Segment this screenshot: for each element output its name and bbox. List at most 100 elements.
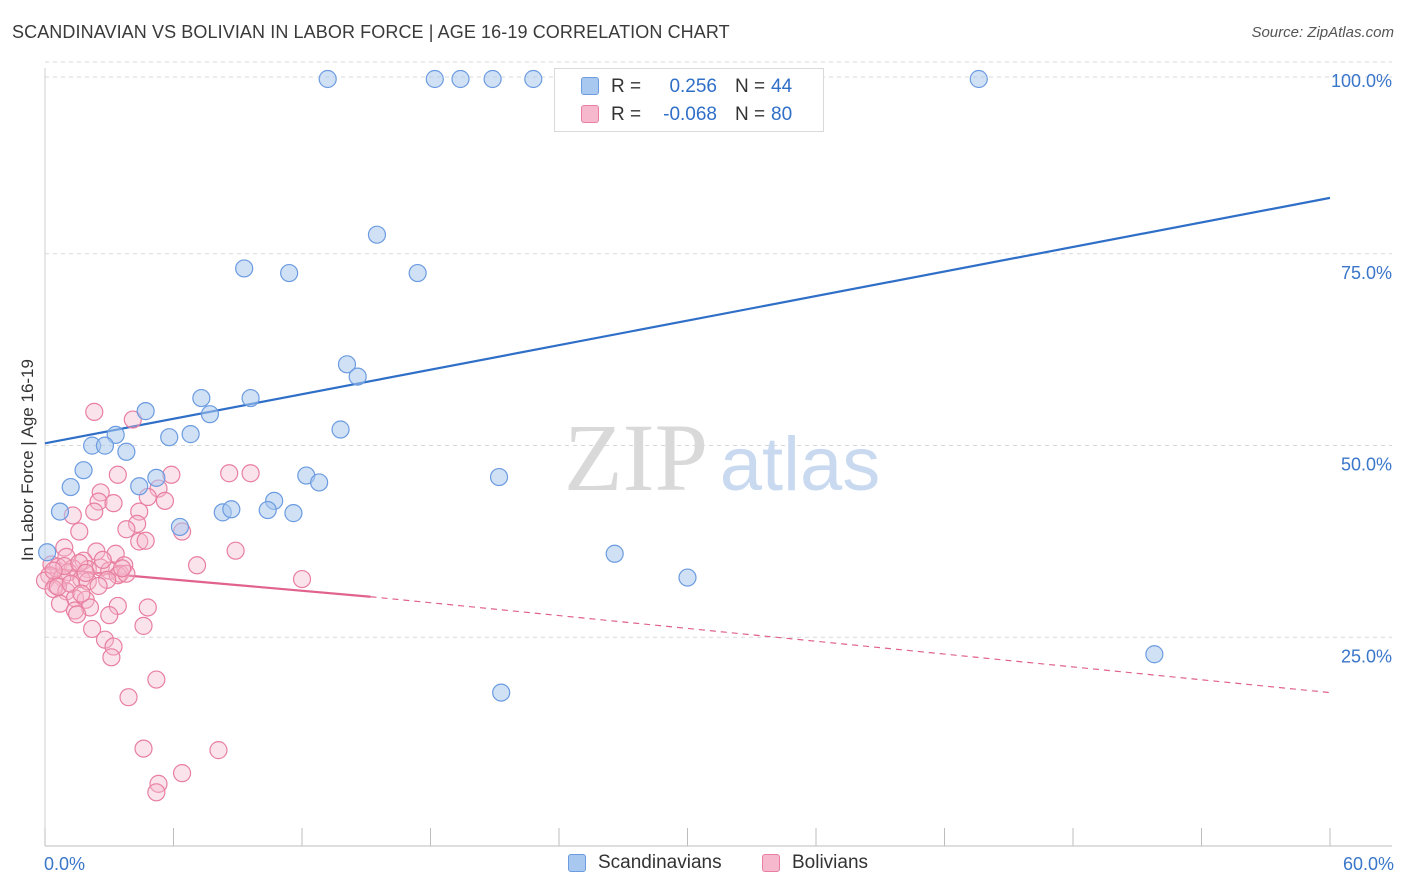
scandinavian-point [222, 500, 241, 519]
bolivian-point [209, 741, 228, 760]
bolivian-point [83, 619, 102, 639]
r-label: R = [611, 104, 642, 125]
bolivians-swatch [581, 105, 599, 123]
scandinavian-point [117, 442, 136, 461]
scandinavian-point [170, 517, 190, 537]
bolivian-point [292, 569, 312, 589]
watermark-zip: ZIP [564, 404, 708, 511]
scandinavian-point [318, 69, 337, 89]
scandinavian-point [284, 504, 303, 523]
y-tick-label: 25.0% [1341, 646, 1392, 666]
bolivian-point [136, 531, 155, 550]
bolivian-point [89, 492, 108, 511]
scandinavian-point [160, 428, 179, 447]
bolivian-point [123, 410, 142, 429]
n-label: N = [735, 104, 766, 125]
bolivian-point [55, 556, 74, 576]
tick-labels: 25.0% 50.0% 75.0% 100.0% 0.0% 60.0% [44, 71, 1394, 874]
scandinavian-point [192, 388, 211, 408]
bolivian-point [44, 561, 63, 580]
bolivian-point [226, 541, 245, 560]
n-value: 80 [771, 104, 793, 125]
scandinavian-point [38, 543, 57, 562]
scandinavian-point [483, 69, 502, 89]
scandinavian-point [367, 225, 387, 244]
scandinavian-point [337, 355, 357, 374]
bolivian-point [172, 764, 192, 783]
r-value: 0.256 [669, 76, 717, 97]
bolivian-point [117, 520, 136, 539]
scandinavians-swatch [581, 77, 599, 95]
scandinavian-point [280, 263, 299, 283]
bolivian-point [162, 465, 181, 484]
chart-title: SCANDINAVIAN VS BOLIVIAN IN LABOR FORCE … [12, 22, 730, 42]
scandinavian-point [235, 259, 254, 278]
scandinavian-point [408, 263, 427, 283]
trend-lines [44, 196, 1331, 694]
scandinavian-point [1145, 645, 1164, 664]
stats-row-bolivians: R = -0.068 N = 80 [555, 99, 823, 129]
scandinavian-point [524, 69, 543, 89]
bolivian-point [104, 494, 123, 513]
gridlines [45, 61, 1392, 638]
scandinavian-point [605, 544, 624, 563]
scandinavian-point [95, 436, 115, 455]
bolivian-point [102, 648, 121, 667]
bolivian-point [104, 637, 123, 656]
scandinavian-point [348, 367, 367, 386]
x-tick-label: 0.0% [44, 854, 85, 874]
bolivian-point [127, 514, 147, 533]
axes [44, 68, 1392, 847]
bolivian-point [112, 559, 132, 578]
bolivian-point [72, 584, 91, 603]
scandinavian-point [241, 388, 260, 408]
bolivian-point [130, 532, 149, 551]
bolivian-point [93, 550, 112, 570]
legend-swatch-blue [568, 854, 586, 872]
scandinavian-point [331, 420, 350, 439]
bolivian-point [119, 688, 138, 707]
stats-row-scandinavians: R = 0.256 N = 44 [555, 71, 823, 101]
scandinavians-points [38, 69, 1164, 702]
bolivian-point [138, 598, 157, 617]
bolivian-point [134, 616, 153, 635]
n-value: 44 [771, 76, 793, 97]
bolivian-point [100, 606, 119, 625]
scandinavian-point [50, 502, 70, 521]
bolivian-point [241, 464, 260, 483]
scandinavian-point [74, 461, 93, 480]
legend: Scandinavians Bolivians [0, 852, 1406, 878]
scandinavian-point [106, 425, 125, 444]
bolivian-point [85, 502, 104, 521]
n-label: N = [735, 76, 766, 97]
y-tick-label: 50.0% [1341, 455, 1392, 475]
trend-line-bolivians [370, 596, 1331, 694]
legend-label-bolivians: Bolivians [792, 852, 869, 873]
bolivian-point [68, 605, 87, 624]
scandinavian-point [425, 69, 444, 89]
legend-swatch-pink [762, 854, 780, 872]
scandinavian-point [181, 425, 200, 444]
x-tick-label: 60.0% [1343, 854, 1394, 874]
bolivian-point [85, 402, 104, 421]
bolivian-point [134, 739, 153, 758]
bolivian-point [70, 522, 89, 541]
scandinavian-point [678, 568, 697, 587]
scandinavian-point [969, 69, 988, 89]
scandinavian-point [258, 500, 277, 520]
scandinavian-point [136, 402, 155, 421]
scandinavian-point [489, 467, 509, 487]
bolivian-point [147, 670, 166, 689]
scandinavian-point [147, 468, 166, 487]
trend-line-bolivians [44, 567, 371, 598]
legend-label-scandinavians: Scandinavians [598, 852, 722, 873]
scandinavian-point [492, 683, 511, 702]
bolivian-point [220, 464, 239, 483]
r-value: -0.068 [663, 104, 717, 125]
bolivian-point [70, 553, 89, 573]
bolivian-point [187, 556, 207, 575]
bolivian-point [147, 783, 166, 802]
scandinavian-point [451, 69, 470, 89]
scandinavian-point [61, 477, 80, 497]
